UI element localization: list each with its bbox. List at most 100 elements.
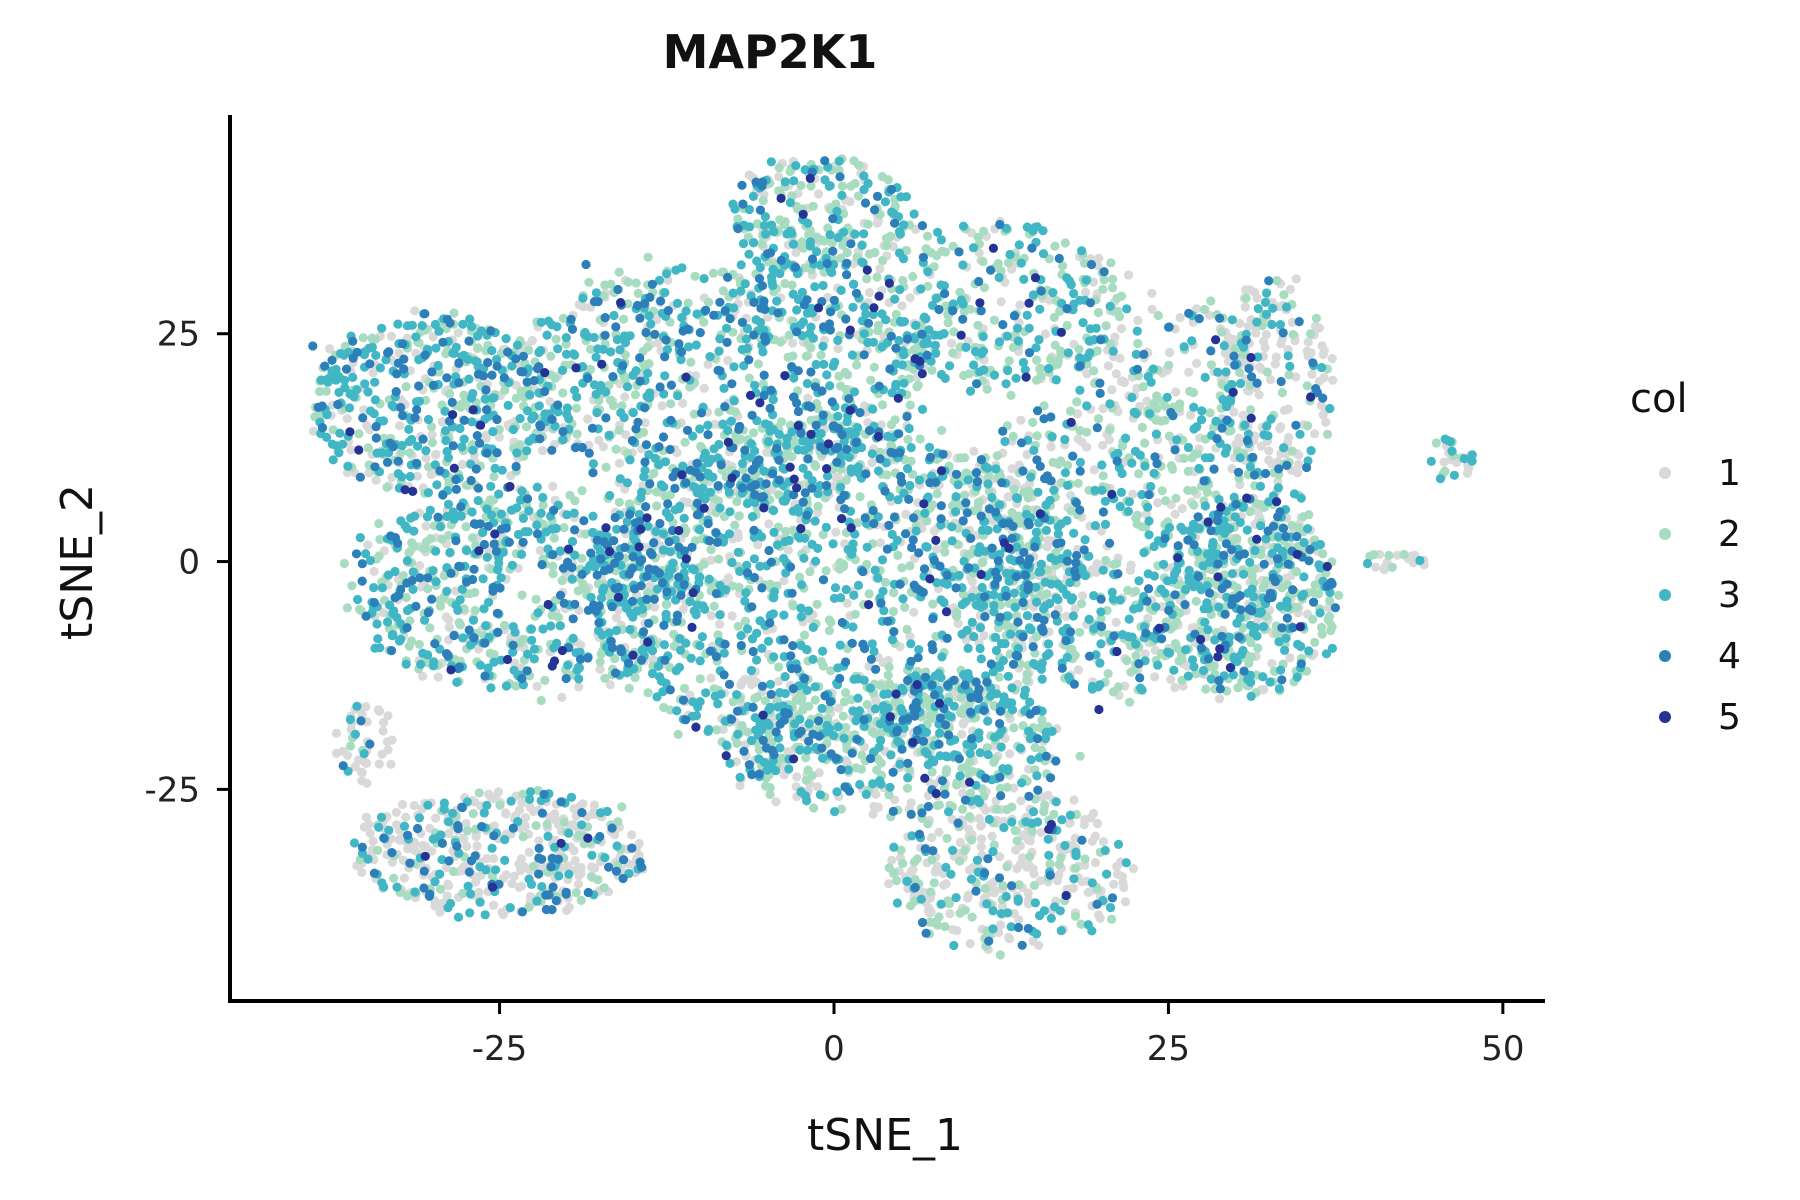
scatter-point	[1168, 464, 1178, 474]
scatter-point	[559, 523, 569, 533]
scatter-point	[919, 312, 930, 322]
scatter-point	[1133, 315, 1143, 326]
scatter-point	[940, 922, 950, 932]
scatter-point	[672, 448, 682, 458]
scatter-point	[364, 468, 374, 478]
scatter-point	[611, 444, 621, 454]
scatter-point	[926, 907, 936, 917]
scatter-point	[1029, 880, 1039, 891]
scatter-point	[428, 661, 438, 671]
scatter-point	[501, 808, 511, 818]
scatter-points	[308, 154, 1477, 960]
scatter-point	[524, 345, 534, 355]
scatter-point	[1183, 466, 1193, 476]
scatter-point	[748, 191, 759, 201]
scatter-point	[810, 695, 820, 705]
scatter-point	[978, 557, 988, 568]
scatter-point	[856, 764, 867, 774]
scatter-point	[572, 429, 582, 439]
scatter-point	[1090, 858, 1101, 868]
scatter-point	[488, 393, 498, 403]
scatter-point	[882, 241, 892, 251]
scatter-point	[963, 890, 974, 900]
scatter-point	[1060, 238, 1070, 248]
scatter-point	[407, 538, 417, 548]
scatter-point	[534, 401, 544, 411]
scatter-point	[1107, 914, 1117, 924]
scatter-point	[1081, 287, 1091, 297]
scatter-point	[877, 400, 888, 410]
scatter-point	[978, 256, 988, 267]
scatter-point	[1152, 404, 1162, 414]
scatter-point	[459, 390, 469, 400]
scatter-point	[686, 357, 696, 367]
scatter-point	[397, 799, 408, 810]
scatter-point	[411, 332, 421, 342]
scatter-point	[622, 382, 633, 392]
scatter-point	[1324, 603, 1334, 613]
scatter-point	[650, 602, 660, 612]
scatter-point	[436, 884, 446, 894]
scatter-point	[937, 246, 947, 256]
scatter-point	[708, 268, 718, 278]
scatter-point	[680, 437, 690, 447]
scatter-point	[714, 554, 724, 564]
scatter-point	[883, 431, 893, 441]
scatter-point	[690, 271, 700, 281]
scatter-point	[833, 411, 843, 421]
scatter-point	[610, 654, 620, 664]
scatter-point	[1016, 258, 1026, 268]
scatter-point	[818, 280, 828, 291]
scatter-point	[630, 390, 641, 400]
scatter-point	[378, 608, 388, 618]
scatter-point	[1016, 796, 1026, 806]
scatter-point	[1267, 459, 1277, 469]
scatter-point	[1431, 438, 1441, 448]
scatter-point	[818, 530, 828, 540]
scatter-point	[795, 572, 805, 582]
scatter-point	[1128, 864, 1138, 874]
scatter-point	[482, 504, 492, 514]
scatter-point	[796, 180, 806, 191]
scatter-point	[1064, 818, 1074, 828]
scatter-point	[806, 181, 816, 191]
scatter-point	[1101, 555, 1111, 566]
scatter-point	[315, 386, 325, 397]
scatter-point	[808, 333, 819, 343]
scatter-point	[328, 455, 338, 465]
scatter-point	[989, 370, 1000, 380]
scatter-point	[892, 696, 902, 706]
scatter-point	[1009, 484, 1019, 494]
scatter-point	[611, 613, 622, 623]
scatter-point	[571, 888, 581, 898]
scatter-point	[498, 909, 508, 920]
scatter-point	[714, 346, 724, 356]
scatter-point	[534, 836, 544, 846]
scatter-point	[1152, 391, 1162, 401]
scatter-point	[1241, 285, 1251, 295]
scatter-point	[1310, 321, 1321, 331]
scatter-point	[1105, 339, 1115, 349]
scatter-point	[1093, 414, 1104, 424]
scatter-point	[1054, 859, 1064, 869]
scatter-point	[1008, 431, 1018, 441]
scatter-point	[527, 414, 537, 424]
scatter-point	[628, 408, 638, 418]
scatter-point	[549, 533, 559, 543]
scatter-point	[872, 765, 882, 775]
scatter-point	[520, 813, 531, 823]
scatter-point	[1256, 441, 1266, 451]
scatter-point	[414, 639, 424, 650]
scatter-point	[660, 371, 670, 381]
scatter-point	[785, 226, 796, 236]
scatter-point	[993, 258, 1003, 269]
scatter-point	[1124, 270, 1134, 280]
scatter-point	[727, 611, 737, 621]
scatter-point	[923, 267, 933, 277]
scatter-point	[395, 421, 405, 431]
scatter-point	[884, 863, 894, 873]
scatter-point	[958, 788, 968, 798]
scatter-point	[857, 240, 867, 250]
scatter-point	[374, 759, 384, 769]
scatter-point	[877, 342, 887, 352]
